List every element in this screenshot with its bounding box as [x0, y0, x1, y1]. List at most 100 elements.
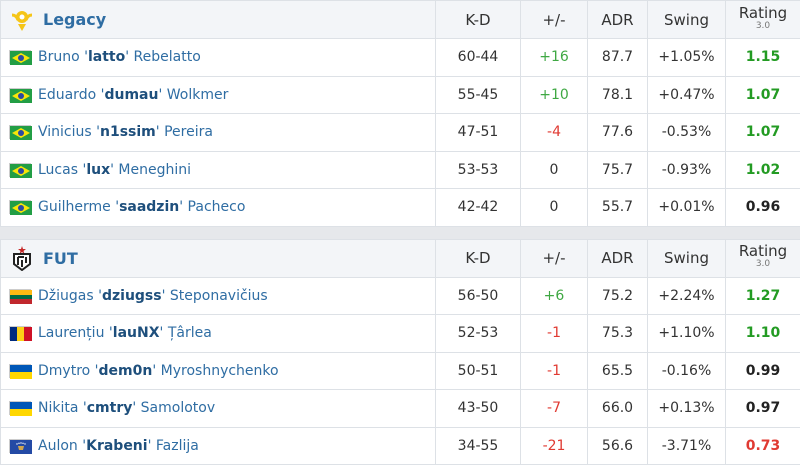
nickname: dziugss [101, 287, 162, 304]
plus-minus-value: -1 [520, 351, 588, 390]
player-name[interactable]: Aulon 'Krabeni' Fazlija [0, 426, 436, 465]
kd-value: 43-50 [435, 389, 521, 428]
col-adr: ADR [587, 238, 648, 278]
rating-value: 0.97 [725, 389, 800, 428]
plus-minus-value: +10 [520, 75, 588, 114]
table-header: FUT K-D +/- ADR Swing Rating 3.0 [0, 238, 800, 278]
last-name: Pereira [164, 124, 213, 141]
team-name[interactable]: Legacy [43, 10, 107, 29]
nickname: saadzin [119, 199, 180, 216]
swing-value: +2.24% [647, 276, 726, 315]
swing-value: -0.93% [647, 150, 726, 189]
first-name: Bruno [38, 49, 80, 66]
first-name: Džiugas [38, 287, 94, 304]
rating-value: 1.10 [725, 314, 800, 353]
nickname: dumau [104, 86, 159, 103]
last-name: Țârlea [167, 325, 212, 342]
adr-value: 75.2 [587, 276, 648, 315]
col-kd: K-D [435, 0, 521, 39]
kd-value: 55-45 [435, 75, 521, 114]
rating-value: 1.02 [725, 150, 800, 189]
col-plus-minus: +/- [520, 0, 588, 39]
player-name[interactable]: Nikita 'cmtry' Samolotov [0, 389, 436, 428]
table-row: Laurențiu 'lauNX' Țârlea 52-53 -1 75.3 +… [0, 314, 800, 353]
table-row: Džiugas 'dziugss' Steponavičius 56-50 +6… [0, 276, 800, 315]
rating-version: 3.0 [755, 259, 771, 269]
nickname: cmtry [86, 400, 133, 417]
player-name[interactable]: Džiugas 'dziugss' Steponavičius [0, 276, 436, 315]
plus-minus-value: -21 [520, 426, 588, 465]
kd-value: 34-55 [435, 426, 521, 465]
kd-value: 50-51 [435, 351, 521, 390]
last-name: Pacheco [187, 199, 246, 216]
kd-value: 53-53 [435, 150, 521, 189]
team-header[interactable]: FUT [0, 238, 436, 278]
rating-label: Rating [738, 3, 788, 22]
rating-value: 1.27 [725, 276, 800, 315]
adr-value: 55.7 [587, 188, 648, 227]
ukraine-flag-icon [9, 401, 32, 417]
adr-value: 65.5 [587, 351, 648, 390]
brazil-flag-icon [9, 50, 32, 66]
swing-value: +1.10% [647, 314, 726, 353]
plus-minus-value: -4 [520, 113, 588, 152]
col-adr: ADR [587, 0, 648, 39]
romania-flag-icon [9, 326, 32, 342]
player-name[interactable]: Eduardo 'dumau' Wolkmer [0, 75, 436, 114]
nickname: n1ssim [100, 124, 156, 141]
last-name: Samolotov [140, 400, 216, 417]
kosovo-flag-icon [9, 438, 32, 454]
rating-value: 0.96 [725, 188, 800, 227]
table-row: Guilherme 'saadzin' Pacheco 42-42 0 55.7… [0, 188, 800, 227]
team-table-fut: FUT K-D +/- ADR Swing Rating 3.0 Džiugas … [0, 238, 800, 465]
player-name[interactable]: Lucas 'lux' Meneghini [0, 150, 436, 189]
last-name: Wolkmer [166, 86, 229, 103]
brazil-flag-icon [9, 87, 32, 103]
table-header: Legacy K-D +/- ADR Swing Rating 3.0 [0, 0, 800, 39]
team-table-legacy: Legacy K-D +/- ADR Swing Rating 3.0 Bruno… [0, 0, 800, 227]
adr-value: 87.7 [587, 38, 648, 77]
rating-version: 3.0 [755, 20, 771, 31]
first-name: Dmytro [38, 362, 91, 379]
plus-minus-value: 0 [520, 150, 588, 189]
swing-value: -0.16% [647, 351, 726, 390]
player-name[interactable]: Vinicius 'n1ssim' Pereira [0, 113, 436, 152]
nickname: lux [86, 161, 111, 178]
adr-value: 66.0 [587, 389, 648, 428]
plus-minus-value: -7 [520, 389, 588, 428]
kd-value: 52-53 [435, 314, 521, 353]
plus-minus-value: +16 [520, 38, 588, 77]
ukraine-flag-icon [9, 363, 32, 379]
kd-value: 42-42 [435, 188, 521, 227]
player-name[interactable]: Dmytro 'dem0n' Myroshnychenko [0, 351, 436, 390]
swing-value: -0.53% [647, 113, 726, 152]
last-name: Steponavičius [169, 287, 268, 304]
plus-minus-value: +6 [520, 276, 588, 315]
first-name: Guilherme [38, 199, 111, 216]
col-rating: Rating 3.0 [725, 0, 800, 39]
team-logo-icon [9, 7, 35, 33]
player-name[interactable]: Laurențiu 'lauNX' Țârlea [0, 314, 436, 353]
player-name[interactable]: Bruno 'latto' Rebelatto [0, 38, 436, 77]
nickname: latto [87, 49, 126, 66]
table-row: Vinicius 'n1ssim' Pereira 47-51 -4 77.6 … [0, 113, 800, 152]
plus-minus-value: -1 [520, 314, 588, 353]
nickname: Krabeni [86, 437, 148, 454]
swing-value: +0.47% [647, 75, 726, 114]
rating-value: 1.07 [725, 113, 800, 152]
player-name[interactable]: Guilherme 'saadzin' Pacheco [0, 188, 436, 227]
adr-value: 75.3 [587, 314, 648, 353]
kd-value: 56-50 [435, 276, 521, 315]
col-kd: K-D [435, 238, 521, 278]
table-row: Eduardo 'dumau' Wolkmer 55-45 +10 78.1 +… [0, 75, 800, 114]
col-swing: Swing [647, 238, 726, 278]
table-row: Aulon 'Krabeni' Fazlija 34-55 -21 56.6 -… [0, 426, 800, 465]
col-plus-minus: +/- [520, 238, 588, 278]
table-row: Bruno 'latto' Rebelatto 60-44 +16 87.7 +… [0, 38, 800, 77]
team-name[interactable]: FUT [43, 248, 78, 268]
adr-value: 56.6 [587, 426, 648, 465]
team-header[interactable]: Legacy [0, 0, 436, 39]
first-name: Nikita [38, 400, 79, 417]
kd-value: 60-44 [435, 38, 521, 77]
